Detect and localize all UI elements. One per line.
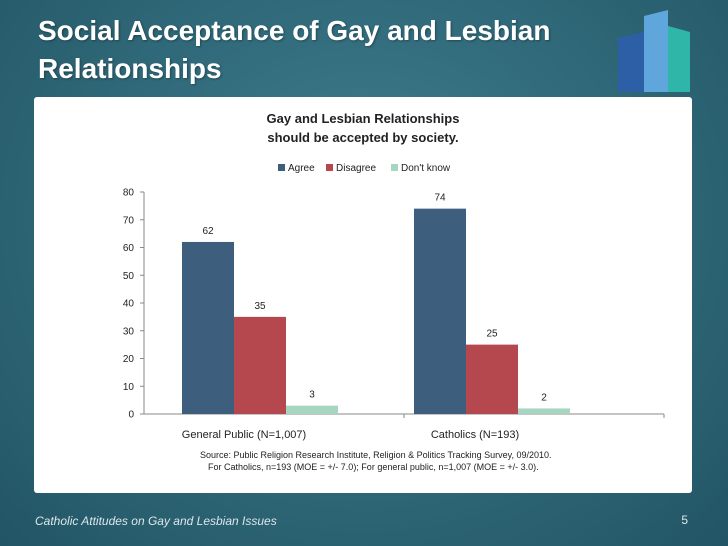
data-label-dont-know-general-public: 3 <box>309 390 315 401</box>
slide-title-line2: Relationships <box>38 53 222 84</box>
y-tick-label: 30 <box>123 326 135 337</box>
logo-bar-3 <box>668 26 690 92</box>
legend-swatch-dont-know <box>391 164 398 171</box>
data-label-agree-general-public: 62 <box>202 226 214 237</box>
bar-chart: Gay and Lesbian Relationships should be … <box>123 111 665 472</box>
y-tick-label: 50 <box>123 271 135 282</box>
x-category-label-catholics: Catholics (N=193) <box>431 429 519 441</box>
chart-title-line1: Gay and Lesbian Relationships <box>267 111 460 126</box>
logo-bar-1 <box>618 32 644 92</box>
y-tick-label: 70 <box>123 215 135 226</box>
legend: Agree Disagree Don't know <box>278 163 451 174</box>
slide-title-line1: Social Acceptance of Gay and Lesbian <box>38 15 551 46</box>
y-tick-label: 10 <box>123 382 135 393</box>
logo-bar-2 <box>644 10 668 92</box>
y-tick-label: 0 <box>128 410 134 421</box>
bar-disagree-general-public <box>234 316 286 414</box>
source-note-line1: Source: Public Religion Research Institu… <box>200 450 552 460</box>
y-tick-label: 20 <box>123 354 135 365</box>
bars <box>182 208 570 414</box>
bar-labels: 62 74 35 25 3 2 <box>202 193 547 404</box>
data-label-dont-know-catholics: 2 <box>541 392 547 403</box>
slide-title: Social Acceptance of Gay and Lesbian Rel… <box>38 12 598 88</box>
x-category-label-general-public: General Public (N=1,007) <box>182 429 306 441</box>
bar-agree-catholics <box>414 208 466 414</box>
source-note-line2: For Catholics, n=193 (MOE = +/- 7.0); Fo… <box>208 462 539 472</box>
page-number: 5 <box>681 513 688 527</box>
bar-agree-general-public <box>182 241 234 414</box>
data-label-disagree-catholics: 25 <box>486 329 498 340</box>
chart-panel: Gay and Lesbian Relationships should be … <box>34 97 692 493</box>
legend-label-agree: Agree <box>288 163 315 174</box>
bar-dont-know-general-public <box>286 405 338 414</box>
bar-dont-know-catholics <box>518 408 570 414</box>
legend-swatch-agree <box>278 164 285 171</box>
data-label-agree-catholics: 74 <box>434 193 446 204</box>
y-tick-label: 80 <box>123 188 135 199</box>
bar-disagree-catholics <box>466 344 518 414</box>
legend-swatch-disagree <box>326 164 333 171</box>
legend-label-dont-know: Don't know <box>401 163 451 174</box>
data-label-disagree-general-public: 35 <box>254 301 266 312</box>
legend-label-disagree: Disagree <box>336 163 376 174</box>
y-tick-label: 40 <box>123 299 135 310</box>
bar-logo-icon <box>618 10 690 92</box>
footer-text: Catholic Attitudes on Gay and Lesbian Is… <box>35 514 277 528</box>
y-tick-label: 60 <box>123 243 135 254</box>
chart-title-line2: should be accepted by society. <box>267 130 458 145</box>
